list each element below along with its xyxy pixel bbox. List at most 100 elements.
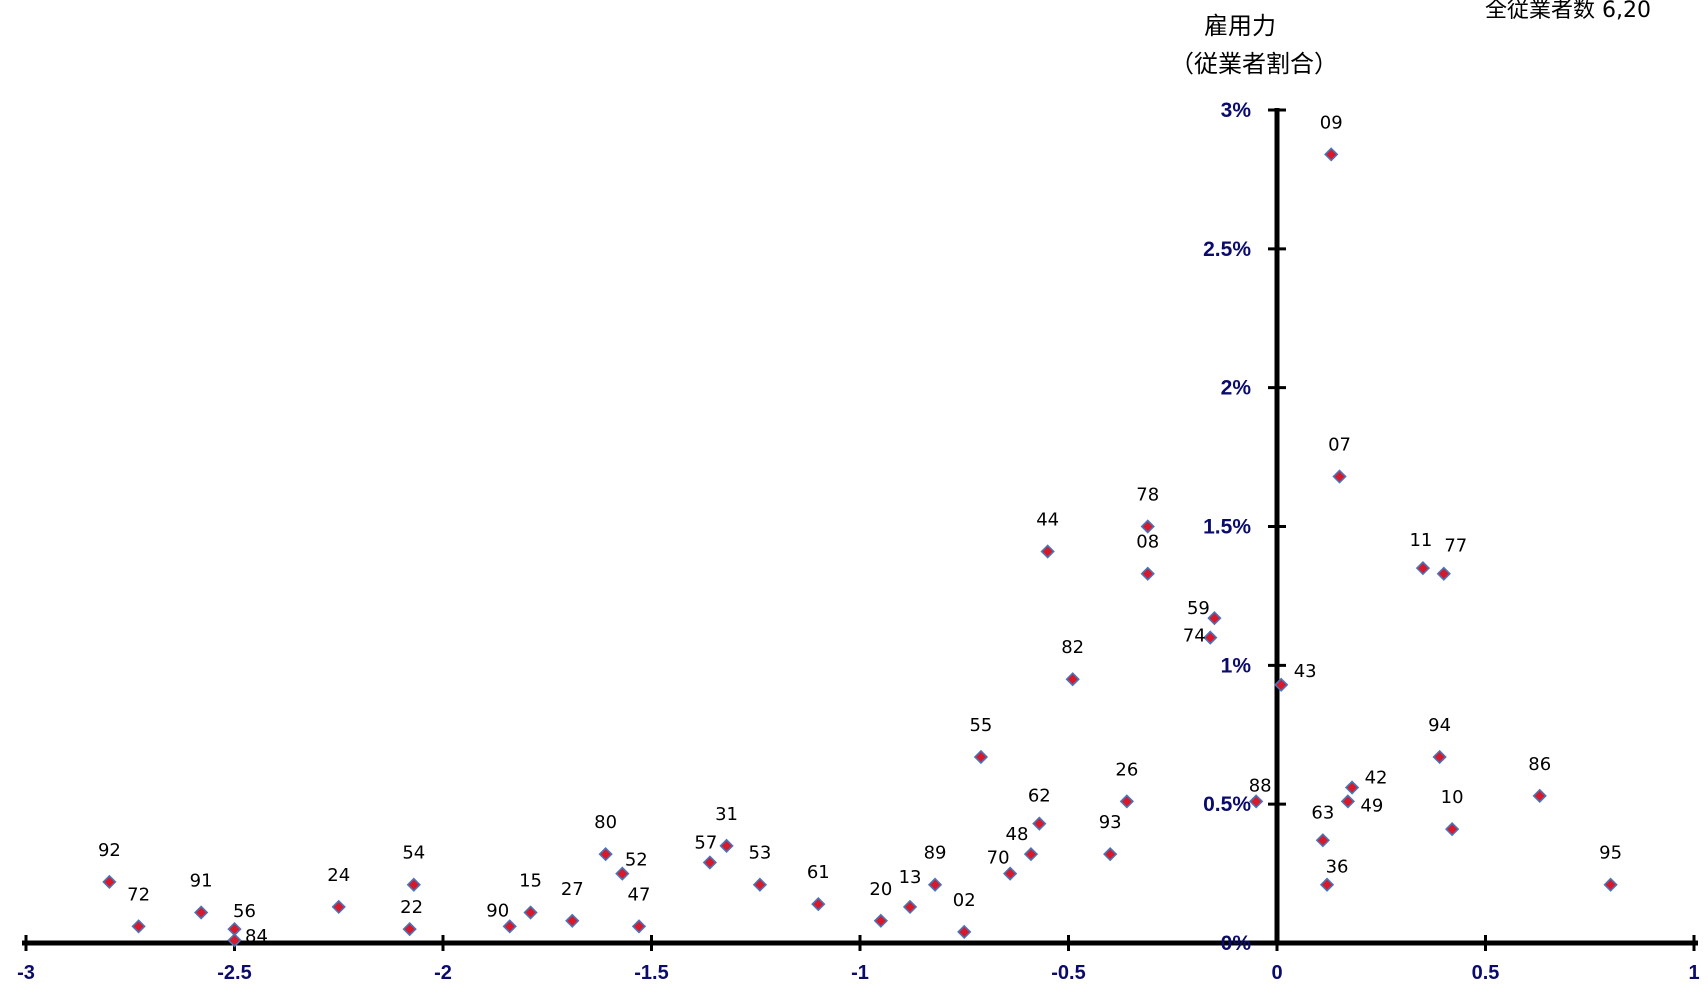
point-label: 57 [694,832,717,853]
point-label: 42 [1365,768,1388,789]
scatter-point [1032,816,1047,831]
scatter-point [402,921,417,937]
point-label: 63 [1311,802,1334,823]
scatter-point [1319,877,1335,892]
scatter-point [1315,833,1331,848]
scatter-point [719,838,734,853]
point-label: 48 [1006,824,1029,845]
scatter-point [1274,677,1289,692]
scatter-point [973,749,989,765]
x-tick-label: -1.5 [634,962,668,984]
scatter-point [1103,847,1118,862]
scatter-point [331,899,346,915]
scatter-point [1002,866,1018,881]
point-label: 22 [400,897,423,918]
scatter-point [1249,794,1264,809]
x-tick-label: -2 [434,962,452,984]
x-tick-label: 0 [1271,962,1282,984]
scatter-point [194,905,209,920]
scatter-point [1207,610,1222,626]
point-label: 27 [561,879,584,900]
point-label: 20 [869,879,892,900]
point-label: 55 [969,715,992,736]
point-label: 59 [1187,598,1210,619]
point-label: 86 [1528,754,1551,775]
point-label: 61 [807,862,830,883]
point-label: 53 [748,843,771,864]
scatter-point [227,933,242,948]
x-tick-label: -0.5 [1051,962,1085,984]
scatter-point [1332,469,1347,484]
scatter-point [1023,847,1039,862]
scatter-point [927,877,943,892]
point-label: 44 [1036,509,1059,530]
scatter-point [902,899,918,915]
point-label: 72 [127,884,150,905]
point-label: 74 [1183,626,1206,647]
scatter-point [1324,147,1339,162]
point-label: 02 [953,890,976,911]
scatter-point [702,855,718,870]
point-label: 70 [987,848,1010,869]
point-label: 11 [1409,530,1432,551]
point-label: 31 [715,804,738,825]
point-label: 93 [1099,812,1122,833]
point-label: 07 [1328,435,1351,456]
point-label: 94 [1428,715,1451,736]
point-label: 13 [899,867,922,888]
scatter-point [102,874,117,890]
scatter-point [1436,566,1451,581]
point-label: 52 [625,850,648,871]
point-label: 56 [233,901,256,922]
scatter-point [631,919,647,934]
point-label: 62 [1028,786,1051,807]
total-employees-note: 全従業者数 6,20 [1485,0,1651,23]
point-label: 88 [1249,775,1272,796]
scatter-point [1445,822,1460,837]
point-label: 09 [1320,112,1343,133]
point-label: 49 [1360,795,1383,816]
point-label: 90 [486,900,509,921]
scatter-point [1340,794,1356,809]
scatter-point [131,919,146,934]
scatter-point [1432,749,1447,765]
point-label: 26 [1115,759,1138,780]
x-tick-label: 0.5 [1472,962,1500,984]
point-label: 54 [402,843,425,864]
point-label: 80 [594,812,617,833]
y-tick-label: 2.5% [1203,238,1251,261]
point-label: 95 [1599,843,1622,864]
y-tick-label: 0% [1221,932,1252,955]
point-label: 47 [628,884,651,905]
point-label: 24 [327,865,350,886]
scatter-point [1065,672,1080,687]
scatter-point [1040,544,1055,559]
scatter-point [1415,561,1431,576]
point-label: 78 [1136,485,1159,506]
x-tick-label: 1 [1688,962,1699,984]
y-tick-label: 2% [1221,377,1252,400]
scatter-point [406,877,421,892]
scatter-point [1603,877,1618,892]
point-label: 82 [1061,637,1084,658]
scatter-point [752,877,768,892]
scatter-point [1140,519,1155,534]
scatter-point [873,913,888,928]
y-tick-label: 3% [1221,99,1252,122]
scatter-point [811,896,826,912]
point-label: 43 [1294,661,1317,682]
y-tick-label: 1.5% [1203,516,1251,539]
point-label: 84 [245,926,268,947]
scatter-point [1119,794,1135,809]
point-label: 36 [1326,857,1349,878]
y-tick-label: 1% [1221,654,1252,677]
scatter-point [615,866,630,881]
y-axis-sublabel: （従業者割合） [1170,50,1338,78]
scatter-point [1140,566,1155,581]
x-tick-label: -1 [851,962,869,984]
point-label: 15 [519,870,542,891]
y-tick-label: 0.5% [1203,793,1251,816]
scatter-point [1203,630,1218,645]
scatter-point [502,919,517,934]
